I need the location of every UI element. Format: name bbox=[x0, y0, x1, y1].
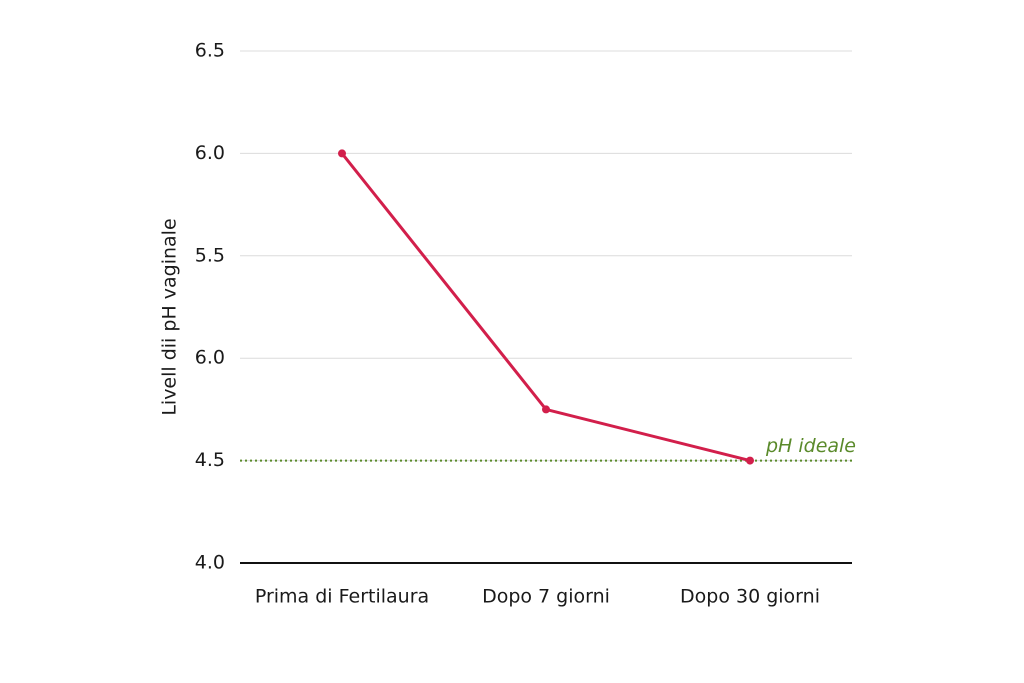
x-tick-label: Dopo 7 giorni bbox=[482, 586, 610, 608]
data-point bbox=[542, 405, 550, 414]
y-tick-label: 4.5 bbox=[195, 449, 225, 471]
y-tick-label: 4.0 bbox=[195, 552, 225, 574]
y-tick-label: 6.0 bbox=[195, 142, 225, 164]
x-tick-label: Prima di Fertilaura bbox=[255, 586, 429, 608]
data-point bbox=[338, 149, 346, 158]
y-tick-label: 6.5 bbox=[195, 40, 225, 62]
data-line bbox=[340, 152, 751, 463]
data-point bbox=[746, 456, 754, 465]
y-tick-label: 6.0 bbox=[195, 347, 225, 369]
x-tick-label: Dopo 30 giorni bbox=[680, 586, 820, 608]
y-tick-label: 5.5 bbox=[195, 244, 225, 266]
y-axis-label: Livell dii pH vaginale bbox=[159, 218, 181, 415]
reference-label: pH ideale bbox=[765, 435, 856, 457]
